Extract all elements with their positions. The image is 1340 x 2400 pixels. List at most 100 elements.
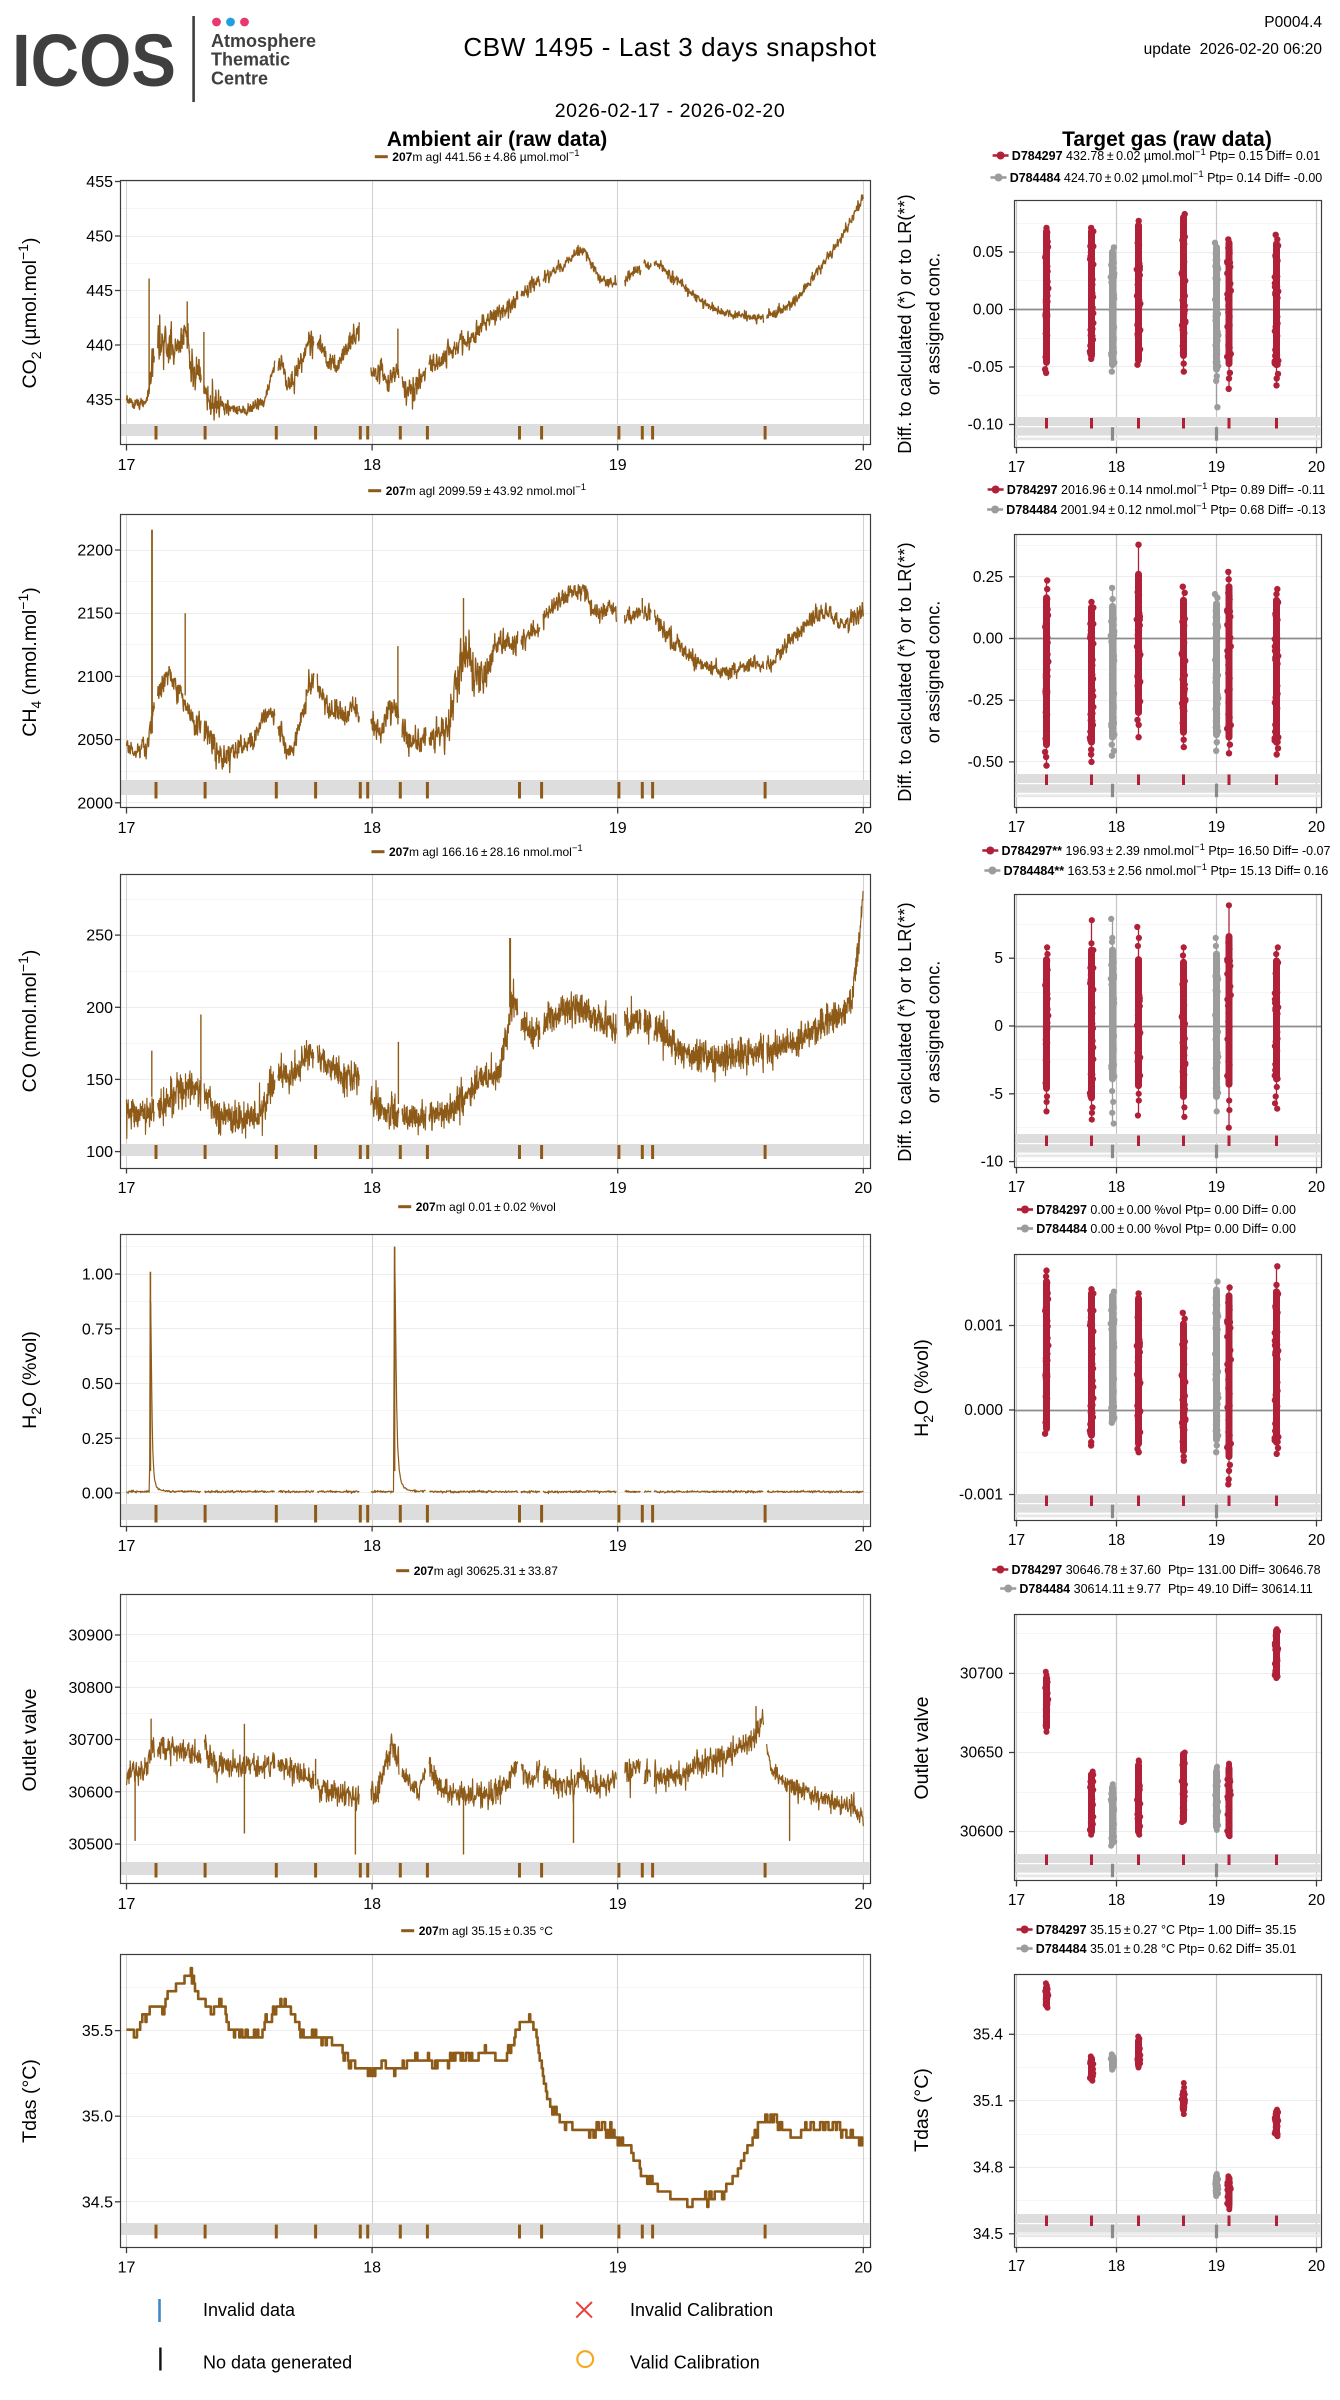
svg-text:440: 440: [86, 338, 113, 355]
svg-text:D784297** 196.93 ± 2.39 nmol.m: D784297** 196.93 ± 2.39 nmol.mol−1​ Ptp=…: [1002, 842, 1331, 858]
svg-text:30900: 30900: [69, 1628, 114, 1645]
svg-text:No data generated: No data generated: [203, 2353, 352, 2373]
svg-text:18: 18: [1108, 2258, 1125, 2275]
svg-text:19: 19: [1208, 1179, 1225, 1196]
svg-text:19: 19: [1208, 1532, 1225, 1549]
svg-text:0.00: 0.00: [82, 1486, 113, 1503]
svg-text:19: 19: [1208, 819, 1225, 836]
svg-text:0.001: 0.001: [964, 1318, 1003, 1335]
svg-text:17: 17: [118, 1896, 136, 1913]
svg-text:250: 250: [86, 928, 113, 945]
svg-text:35.0: 35.0: [82, 2109, 113, 2126]
svg-text:20: 20: [1308, 1532, 1326, 1549]
svg-text:CO (nmol.mol−1​): CO (nmol.mol−1​): [15, 950, 41, 1093]
svg-text:34.8: 34.8: [973, 2159, 1003, 2176]
svg-text:D784297 432.78 ± 0.02 µmol.mol: D784297 432.78 ± 0.02 µmol.mol−1​ Ptp= 0…: [1012, 147, 1320, 163]
svg-text:450: 450: [86, 229, 113, 246]
svg-text:30700: 30700: [960, 1665, 1003, 1682]
svg-text:19: 19: [609, 820, 627, 837]
svg-text:0.75: 0.75: [82, 1321, 113, 1338]
svg-text:-10: -10: [981, 1154, 1004, 1171]
svg-text:D784297 30646.78 ± 37.60 Ptp=: D784297 30646.78 ± 37.60 Ptp= 131.00 Dif…: [1012, 1563, 1321, 1577]
svg-text:17: 17: [1008, 2258, 1025, 2275]
svg-text:19: 19: [609, 1180, 627, 1197]
svg-text:2026-02-17 - 2026-02-20: 2026-02-17 - 2026-02-20: [555, 100, 786, 122]
svg-text:D784484 2001.94 ± 0.12 nmol.mo: D784484 2001.94 ± 0.12 nmol.mol−1​ Ptp= …: [1006, 501, 1325, 517]
svg-text:0.000: 0.000: [964, 1402, 1003, 1419]
svg-text:18: 18: [363, 1180, 381, 1197]
svg-text:20: 20: [1308, 459, 1326, 476]
svg-text:Atmosphere: Atmosphere: [211, 31, 316, 51]
svg-text:ICOS: ICOS: [12, 19, 176, 102]
svg-text:D784484** 163.53 ± 2.56 nmol.m: D784484** 163.53 ± 2.56 nmol.mol−1​ Ptp=…: [1004, 862, 1329, 878]
svg-text:17: 17: [118, 1538, 136, 1555]
svg-text:19: 19: [609, 2260, 627, 2277]
svg-text:0.25: 0.25: [82, 1431, 113, 1448]
svg-text:2100: 2100: [77, 669, 113, 686]
svg-text:207m agl 166.16 ± 28.16 nmol.m: 207m agl 166.16 ± 28.16 nmol.mol−1​: [389, 843, 583, 859]
svg-text:Outlet valve: Outlet valve: [19, 1689, 41, 1792]
svg-text:2050: 2050: [77, 732, 113, 749]
svg-text:20: 20: [1308, 1179, 1326, 1196]
svg-text:18: 18: [363, 2260, 381, 2277]
svg-text:CO2​ (µmol.mol−1​): CO2​ (µmol.mol−1​): [15, 238, 44, 389]
svg-text:D784484 0.00 ± 0.00 %vol Ptp=: D784484 0.00 ± 0.00 %vol Ptp= 0.00 Diff=…: [1036, 1222, 1296, 1236]
svg-text:D784297 35.15 ± 0.27 °C Ptp= 1: D784297 35.15 ± 0.27 °C Ptp= 1.00 Diff= …: [1036, 1923, 1297, 1937]
svg-text:207m agl 0.01 ± 0.02 %vol: 207m agl 0.01 ± 0.02 %vol: [416, 1200, 556, 1214]
svg-text:100: 100: [86, 1144, 113, 1161]
svg-text:-0.001: -0.001: [959, 1487, 1003, 1504]
svg-text:19: 19: [1208, 1892, 1225, 1909]
svg-text:207m agl 441.56 ± 4.86 µmol.mo: 207m agl 441.56 ± 4.86 µmol.mol−1​: [392, 148, 579, 164]
svg-text:20: 20: [854, 1896, 872, 1913]
svg-text:5: 5: [994, 950, 1003, 967]
svg-text:200: 200: [86, 1000, 113, 1017]
svg-text:455: 455: [86, 174, 113, 191]
svg-text:-0.10: -0.10: [968, 417, 1004, 434]
svg-text:or assigned conc.: or assigned conc.: [924, 961, 944, 1104]
svg-text:Diff. to calculated (*) or to: Diff. to calculated (*) or to LR(**): [895, 902, 915, 1161]
svg-text:207m agl 2099.59 ± 43.92 nmol.: 207m agl 2099.59 ± 43.92 nmol.mol−1​: [386, 482, 586, 498]
svg-text:207m agl 35.15 ± 0.35 °C: 207m agl 35.15 ± 0.35 °C: [419, 1924, 554, 1938]
svg-text:Thematic: Thematic: [211, 50, 290, 70]
svg-text:30800: 30800: [69, 1680, 114, 1697]
svg-text:17: 17: [1008, 459, 1025, 476]
svg-text:0.05: 0.05: [973, 244, 1003, 261]
svg-text:Diff. to calculated (*) or to: Diff. to calculated (*) or to LR(**): [895, 542, 915, 801]
svg-text:Diff. to calculated (*) or to: Diff. to calculated (*) or to LR(**): [895, 194, 915, 453]
svg-text:Invalid data: Invalid data: [203, 2300, 296, 2320]
svg-text:18: 18: [1108, 1532, 1125, 1549]
svg-text:D784484 30614.11 ± 9.77 Ptp=: D784484 30614.11 ± 9.77 Ptp= 49.10 Diff=…: [1019, 1582, 1312, 1596]
svg-text:19: 19: [1208, 459, 1225, 476]
svg-text:17: 17: [1008, 1892, 1025, 1909]
svg-text:18: 18: [1108, 1892, 1125, 1909]
svg-text:Invalid Calibration: Invalid Calibration: [630, 2300, 773, 2320]
svg-text:or assigned conc.: or assigned conc.: [924, 601, 944, 744]
svg-text:35.5: 35.5: [82, 2023, 113, 2040]
svg-text:Outlet valve: Outlet valve: [911, 1697, 933, 1800]
svg-text:update 2026-02-20 06:20: update 2026-02-20 06:20: [1144, 41, 1323, 58]
svg-text:18: 18: [1108, 1179, 1125, 1196]
svg-text:17: 17: [118, 820, 136, 837]
svg-text:18: 18: [363, 820, 381, 837]
svg-text:20: 20: [854, 457, 872, 474]
svg-text:1.00: 1.00: [82, 1267, 113, 1284]
svg-text:0.25: 0.25: [973, 569, 1003, 586]
svg-text:30650: 30650: [960, 1745, 1003, 1762]
svg-text:150: 150: [86, 1072, 113, 1089]
svg-text:0: 0: [994, 1018, 1003, 1035]
svg-text:CBW 1495 - Last 3 days snapsho: CBW 1495 - Last 3 days snapshot: [463, 32, 876, 62]
svg-text:18: 18: [363, 1538, 381, 1555]
svg-text:-0.50: -0.50: [968, 754, 1004, 771]
svg-text:17: 17: [118, 457, 136, 474]
svg-text:34.5: 34.5: [973, 2226, 1003, 2243]
svg-text:Tdas (°C): Tdas (°C): [911, 2068, 933, 2152]
svg-text:Tdas (°C): Tdas (°C): [19, 2059, 41, 2143]
svg-text:20: 20: [1308, 819, 1326, 836]
svg-text:445: 445: [86, 283, 113, 300]
svg-text:17: 17: [1008, 819, 1025, 836]
svg-text:or assigned conc.: or assigned conc.: [924, 253, 944, 396]
svg-text:18: 18: [363, 457, 381, 474]
svg-text:17: 17: [118, 1180, 136, 1197]
svg-text:2150: 2150: [77, 606, 113, 623]
svg-text:19: 19: [609, 457, 627, 474]
